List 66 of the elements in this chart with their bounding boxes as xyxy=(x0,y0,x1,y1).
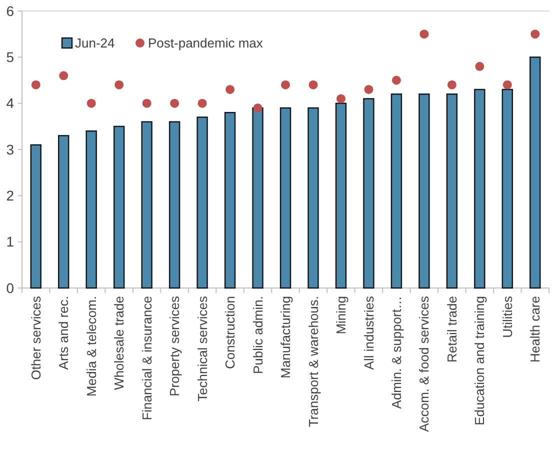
x-tick-label: Retail trade xyxy=(444,296,460,362)
bar xyxy=(30,144,42,289)
x-tick-label: Transport & warehous. xyxy=(306,296,321,428)
point xyxy=(86,98,96,108)
point xyxy=(308,80,318,90)
point xyxy=(281,80,290,90)
point xyxy=(114,80,124,90)
point xyxy=(31,80,40,90)
bar xyxy=(530,56,541,289)
x-tick-label: Accom. & food services xyxy=(416,296,432,432)
bar xyxy=(335,102,347,289)
point xyxy=(59,71,68,80)
x-tick-label: Property services xyxy=(167,296,182,396)
x-tick-label: Education and training xyxy=(472,296,488,426)
x-tick-label: Financial & insurance xyxy=(139,296,154,420)
x-tick-label: Mining xyxy=(334,296,349,334)
point xyxy=(420,30,429,39)
bar xyxy=(141,121,152,289)
x-tick-label: All industries xyxy=(361,296,376,370)
point xyxy=(475,62,484,71)
x-tick-label: Health care xyxy=(528,296,543,362)
bar xyxy=(502,88,513,289)
point xyxy=(253,103,262,112)
x-tick-label: Manufacturing xyxy=(278,296,294,378)
bar xyxy=(363,98,374,289)
bar xyxy=(390,94,402,289)
point xyxy=(226,84,235,94)
bar xyxy=(308,107,319,289)
point xyxy=(198,98,207,108)
point xyxy=(142,98,152,108)
legend-label: Jun-24 xyxy=(75,36,115,51)
bar xyxy=(196,116,208,289)
x-tick-label: Media & telecom. xyxy=(84,296,99,396)
bar xyxy=(280,107,292,289)
y-tick-label: 4 xyxy=(6,95,14,112)
bar xyxy=(252,107,264,289)
y-tick-label: 1 xyxy=(6,234,14,250)
bar xyxy=(58,135,70,289)
bar xyxy=(418,94,430,289)
y-tick-label: 3 xyxy=(6,141,14,158)
y-tick-label: 0 xyxy=(6,280,14,296)
bar xyxy=(446,94,458,289)
bar xyxy=(113,126,125,289)
bar xyxy=(474,88,486,289)
point xyxy=(364,84,374,94)
x-tick-label: Utilities xyxy=(500,296,515,338)
point xyxy=(392,76,401,85)
x-tick-label: Wholesale trade xyxy=(112,296,127,390)
legend-label: Post-pandemic max xyxy=(148,36,264,51)
y-tick-label: 2 xyxy=(6,188,14,204)
y-tick-label: 5 xyxy=(6,49,14,66)
point xyxy=(336,94,346,104)
point xyxy=(447,80,456,90)
bar xyxy=(224,112,236,289)
x-tick-label: Construction xyxy=(222,296,238,369)
bar xyxy=(86,130,97,289)
bar xyxy=(168,121,180,289)
y-tick-label: 6 xyxy=(6,2,14,19)
x-tick-label: Public admin. xyxy=(250,296,266,374)
point xyxy=(170,98,180,108)
x-tick-label: Technical services xyxy=(194,296,210,402)
point xyxy=(530,30,540,39)
point xyxy=(502,80,512,90)
x-tick-label: Admin. & support… xyxy=(388,296,404,409)
x-tick-label: Other services xyxy=(28,296,44,380)
x-tick-label: Arts and rec. xyxy=(56,296,72,370)
